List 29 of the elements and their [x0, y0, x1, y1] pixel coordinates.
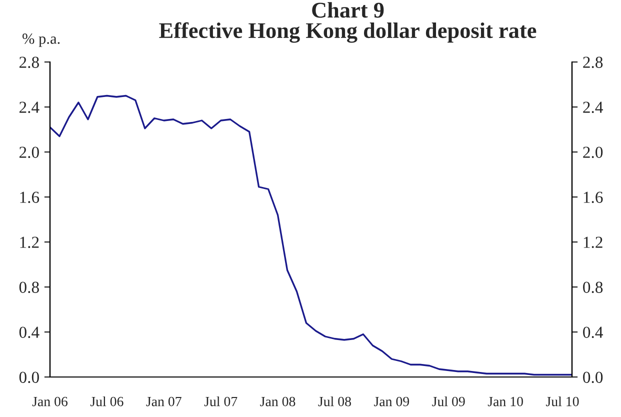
y-tick-label: 2.0: [19, 146, 39, 158]
y-axis-title: % p.a.: [22, 34, 60, 47]
line-series: [50, 94, 572, 376]
x-tick-label: Jan 08: [260, 396, 296, 406]
x-tick-label: Jan 07: [146, 396, 182, 406]
y2-tick-label: 2.4: [583, 102, 603, 114]
y2-tick-label: 2.8: [583, 56, 603, 68]
x-tick-label: Jul 08: [318, 396, 351, 406]
y-tick-label: 1.6: [20, 192, 40, 204]
y2-tick-label: 1.6: [584, 192, 603, 204]
x-tick-label: Jan 10: [488, 396, 523, 406]
y-tick-label: 1.2: [20, 236, 39, 248]
y-tick-label: 0.0: [19, 372, 39, 384]
x-tick-label: Jul 07: [204, 396, 238, 406]
y-tick-label: 0.8: [19, 282, 39, 294]
y-tick-label: 0.4: [19, 326, 40, 338]
chart-title: Chart 9 Effective Hong Kong dollar deposit rate: [159, 2, 536, 43]
y2-tick-label: 0.0: [583, 372, 603, 384]
x-tick-label: Jul 10: [546, 396, 579, 406]
y2-tick-label: 0.8: [583, 282, 603, 294]
y2-tick-label: 2.0: [583, 146, 603, 158]
x-tick-label: Jan 06: [32, 396, 68, 406]
y-tick-label: 2.8: [19, 56, 39, 68]
y2-tick-label: 1.2: [584, 236, 602, 248]
x-tick-label: Jul 06: [90, 396, 124, 406]
x-tick-label: Jul 09: [432, 396, 465, 406]
y-tick-label: 2.4: [19, 102, 40, 114]
x-tick-label: Jan 09: [374, 396, 410, 406]
y2-tick-label: 0.4: [583, 326, 603, 338]
